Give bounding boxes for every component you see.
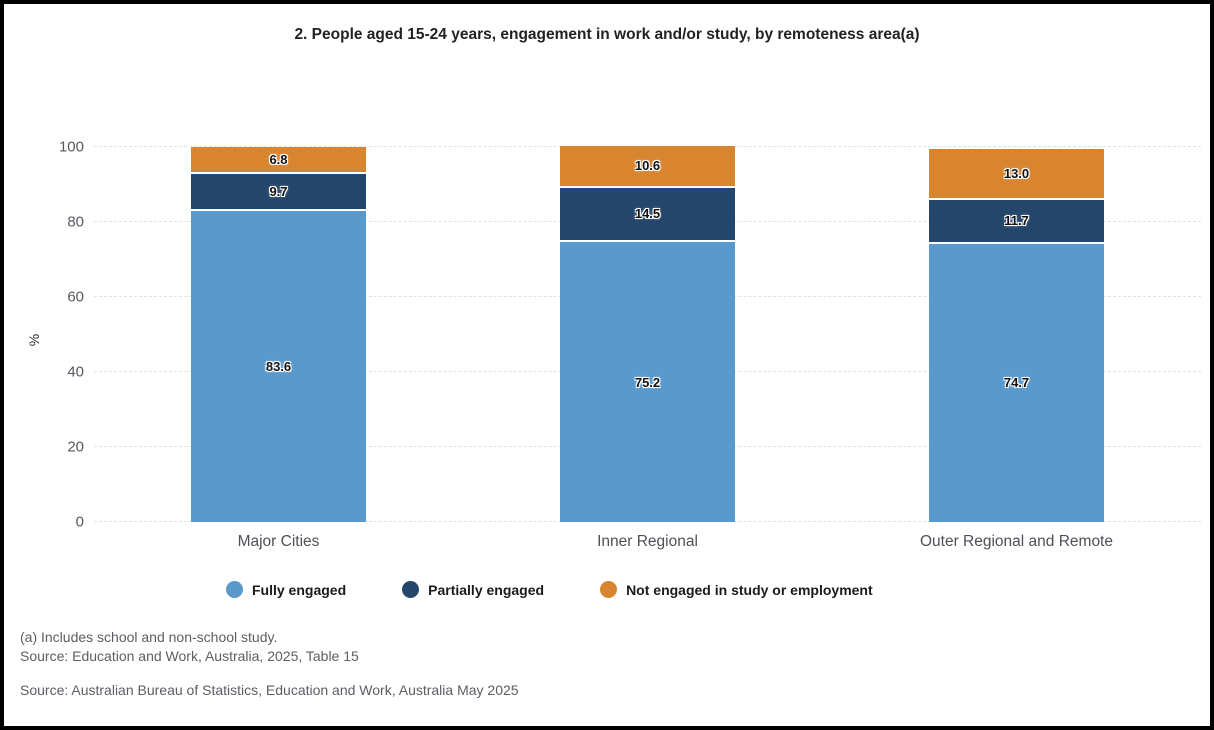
footnote-table-source: Source: Education and Work, Australia, 2… [20, 648, 359, 664]
legend-item-not-engaged-in-study-or-employment: Not engaged in study or employment [600, 581, 873, 598]
value-label: 10.6 [634, 158, 661, 174]
segment-fully-engaged-outer-regional-and-remote: 74.7 [929, 241, 1104, 522]
segment-not-engaged-in-study-or-employment-inner-regional: 10.6 [560, 145, 735, 186]
segment-partially-engaged-inner-regional: 14.5 [560, 185, 735, 240]
segment-partially-engaged-major-cities: 9.7 [191, 172, 366, 209]
value-label: 83.6 [265, 358, 292, 374]
legend-dot-icon [226, 581, 243, 598]
plot-area: 6.8 9.7 83.6 10.6 14.5 75.2 13.0 11.7 74.7 [94, 145, 1201, 522]
value-label: 14.5 [634, 206, 661, 222]
footnote-note: (a) Includes school and non-school study… [20, 629, 278, 645]
legend-label: Fully engaged [252, 581, 347, 598]
value-label: 75.2 [634, 374, 661, 390]
footnotes: (a) Includes school and non-school study… [20, 628, 359, 666]
x-label-outer-regional-and-remote: Outer Regional and Remote [919, 533, 1113, 550]
bars-container: 6.8 9.7 83.6 10.6 14.5 75.2 13.0 11.7 74.7 [94, 145, 1201, 522]
y-tick-60: 60 [67, 288, 84, 306]
y-tick-0: 0 [75, 513, 84, 531]
value-label: 9.7 [269, 183, 288, 199]
legend-dot-icon [600, 581, 618, 598]
y-tick-100: 100 [58, 138, 84, 156]
chart-title: 2. People aged 15-24 years, engagement i… [294, 26, 920, 43]
segment-partially-engaged-outer-regional-and-remote: 11.7 [929, 198, 1104, 242]
value-label: 74.7 [1003, 375, 1030, 391]
legend-item-partially-engaged: Partially engaged [402, 581, 544, 598]
y-tick-20: 20 [67, 438, 84, 456]
value-label: 11.7 [1004, 213, 1029, 229]
source-line: Source: Australian Bureau of Statistics,… [20, 682, 519, 698]
bar-slot-outer-regional-and-remote: 13.0 11.7 74.7 [832, 147, 1201, 522]
segment-not-engaged-in-study-or-employment-major-cities: 6.8 [191, 146, 366, 173]
x-label-inner-regional: Inner Regional [597, 533, 698, 550]
legend-label: Not engaged in study or employment [626, 581, 873, 598]
y-axis-ticks: 0 20 40 60 80 100 [4, 140, 84, 530]
legend-dot-icon [402, 581, 420, 598]
legend-label: Partially engaged [428, 581, 545, 598]
y-tick-40: 40 [67, 363, 84, 381]
value-label: 6.8 [269, 151, 288, 167]
segment-not-engaged-in-study-or-employment-outer-regional-and-remote: 13.0 [929, 149, 1104, 198]
segment-fully-engaged-major-cities: 83.6 [191, 208, 366, 522]
legend-item-fully-engaged: Fully engaged [226, 581, 346, 598]
stacked-bar-major-cities: 6.8 9.7 83.6 [191, 146, 366, 522]
x-label-major-cities: Major Cities [237, 533, 320, 550]
value-label: 13.0 [1003, 166, 1030, 182]
segment-fully-engaged-inner-regional: 75.2 [560, 240, 735, 522]
chart-legend: Fully engaged Partially engaged Not engage… [226, 581, 873, 598]
bar-slot-inner-regional: 10.6 14.5 75.2 [463, 145, 832, 522]
y-tick-80: 80 [67, 213, 84, 231]
bar-slot-major-cities: 6.8 9.7 83.6 [94, 146, 463, 522]
stacked-bar-outer-regional-and-remote: 13.0 11.7 74.7 [929, 149, 1104, 522]
stacked-bar-inner-regional: 10.6 14.5 75.2 [560, 145, 735, 522]
x-axis-labels: Major Cities Inner Regional Outer Regional… [94, 533, 1201, 551]
